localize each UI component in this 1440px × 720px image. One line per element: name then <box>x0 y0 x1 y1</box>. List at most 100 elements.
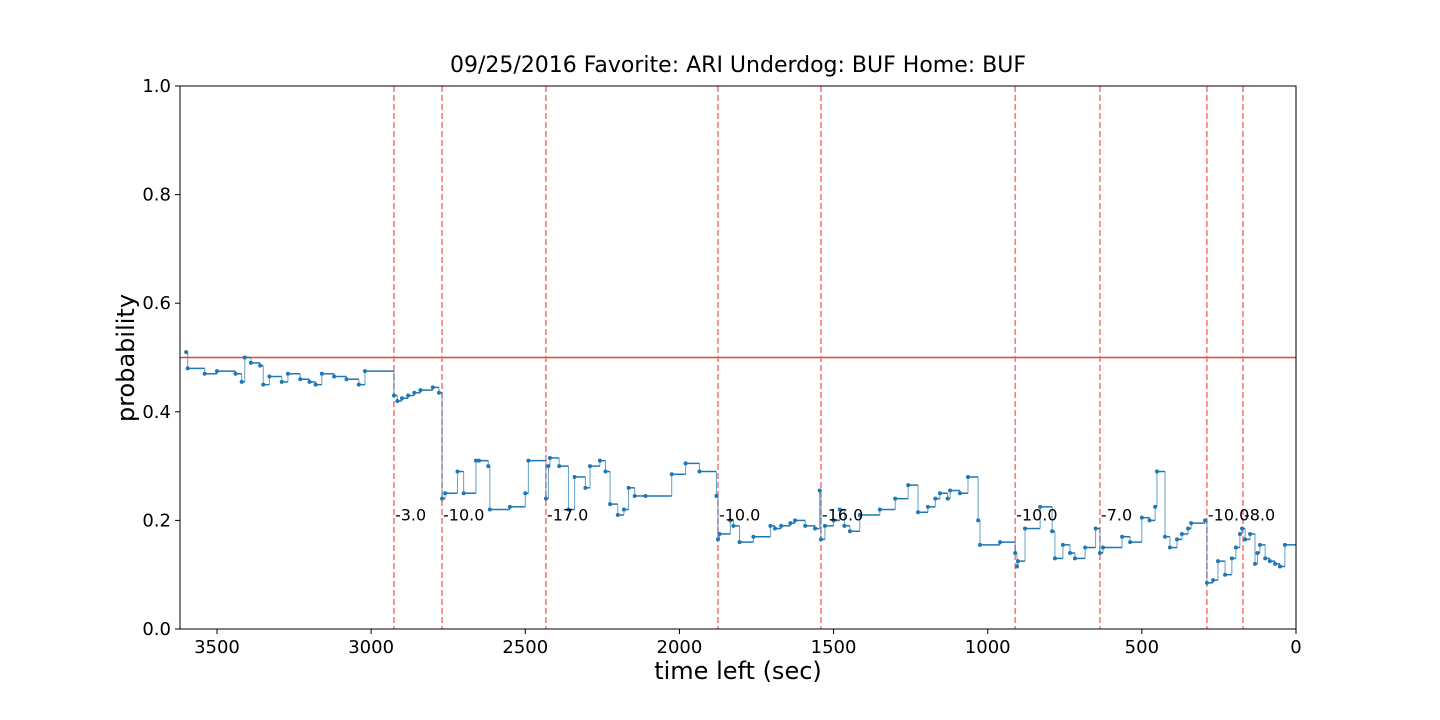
point <box>362 369 367 374</box>
point <box>788 521 793 526</box>
point <box>332 374 337 379</box>
point <box>1083 545 1088 550</box>
point <box>608 502 613 507</box>
point <box>1204 580 1209 585</box>
point <box>683 461 688 466</box>
point <box>546 464 551 469</box>
point <box>1203 518 1208 523</box>
point <box>588 464 593 469</box>
point <box>1153 504 1158 509</box>
point <box>399 396 404 401</box>
point <box>1128 540 1133 545</box>
x-tick-label: 2000 <box>657 637 703 658</box>
point <box>626 485 631 490</box>
point <box>697 469 702 474</box>
point <box>543 496 548 501</box>
point <box>772 526 777 531</box>
y-tick-label: 0.4 <box>142 402 171 423</box>
y-tick-label: 0.8 <box>142 185 171 206</box>
point <box>916 510 921 515</box>
point <box>1229 556 1234 561</box>
point <box>1255 550 1260 555</box>
point <box>998 540 1003 545</box>
point <box>731 523 736 528</box>
point <box>356 382 361 387</box>
y-tick-label: 0.0 <box>142 619 171 640</box>
point <box>847 529 852 534</box>
point <box>1237 531 1242 536</box>
point <box>1162 534 1167 539</box>
point <box>643 493 648 498</box>
point <box>893 496 898 501</box>
event-label: -7.0 <box>1101 505 1132 524</box>
point <box>813 526 818 531</box>
point <box>933 496 938 501</box>
x-tick-label: 500 <box>1125 637 1159 658</box>
point <box>818 537 823 542</box>
event-label: -17.0 <box>547 505 588 524</box>
event-label: -8.0 <box>1244 505 1275 524</box>
point <box>566 507 571 512</box>
y-axis-label: probability <box>112 294 140 422</box>
point <box>669 472 674 477</box>
point <box>473 458 478 463</box>
point <box>1186 526 1191 531</box>
point <box>239 379 244 384</box>
point <box>1211 578 1216 583</box>
point <box>925 504 930 509</box>
y-tick-label: 1.0 <box>142 76 171 97</box>
point <box>418 388 423 393</box>
point <box>857 512 862 517</box>
point <box>440 496 445 501</box>
point <box>1240 526 1245 531</box>
point <box>945 496 950 501</box>
point <box>948 488 953 493</box>
x-axis-label: time left (sec) <box>654 657 822 685</box>
y-tick-label: 0.2 <box>142 510 171 531</box>
point <box>258 363 263 368</box>
point <box>1189 521 1194 526</box>
point <box>1015 559 1020 564</box>
point <box>597 458 602 463</box>
point <box>395 398 400 403</box>
point <box>1052 556 1057 561</box>
point <box>965 474 970 479</box>
point <box>1072 556 1077 561</box>
point <box>1154 469 1159 474</box>
point <box>1267 559 1272 564</box>
x-tick-label: 0 <box>1290 637 1301 658</box>
point <box>214 369 219 374</box>
y-tick-label: 0.6 <box>142 293 171 314</box>
point <box>1101 545 1106 550</box>
point <box>313 382 318 387</box>
point <box>1216 559 1221 564</box>
point <box>1050 529 1055 534</box>
point <box>715 537 720 542</box>
event-label: -3.0 <box>395 505 426 524</box>
point <box>615 512 620 517</box>
point <box>603 469 608 474</box>
point <box>1243 537 1248 542</box>
point <box>837 507 842 512</box>
point <box>1252 561 1257 566</box>
event-label: -10.0 <box>1208 505 1249 524</box>
point <box>307 379 312 384</box>
point <box>978 542 983 547</box>
x-tick-label: 1500 <box>811 637 857 658</box>
point <box>285 371 290 376</box>
point <box>1277 564 1282 569</box>
point <box>185 366 190 371</box>
point <box>436 390 441 395</box>
point <box>319 371 324 376</box>
point <box>1015 564 1019 569</box>
x-tick-label: 3000 <box>348 637 394 658</box>
point <box>717 531 722 536</box>
point <box>1175 537 1180 542</box>
point <box>793 518 798 523</box>
point <box>486 464 491 469</box>
point <box>779 523 784 528</box>
point <box>547 455 552 460</box>
point <box>526 458 531 463</box>
